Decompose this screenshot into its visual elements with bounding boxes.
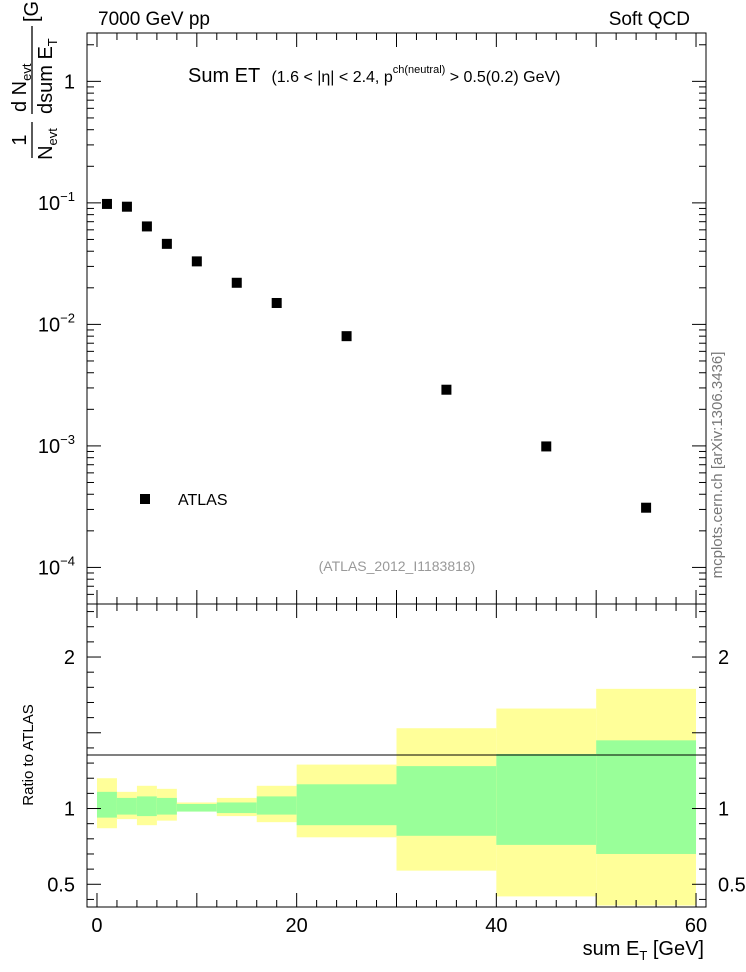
x-tick-label: 40 <box>485 915 507 937</box>
watermark: mcplots.cern.ch [arXiv:1306.3436] <box>709 352 726 579</box>
ratio-bands <box>96 688 697 906</box>
ratio-y-tick-label: 1 <box>64 799 75 821</box>
ratio-y-tick-label: 2 <box>64 647 75 669</box>
data-point <box>191 256 202 267</box>
ratio-y-tick-label-right: 1 <box>718 799 729 821</box>
x-tick-label: 0 <box>91 915 102 937</box>
title-cut-b: > 0.5(0.2) GeV) <box>445 69 560 86</box>
data-point <box>141 221 152 232</box>
main-plot-frame <box>86 32 707 605</box>
main-y-label: 1 Nevt d Nevt dsum ET [GeV-1] <box>9 0 60 160</box>
x-axis-label: sum ET [GeV] <box>583 938 704 963</box>
data-point <box>541 441 552 452</box>
atlas-points <box>101 198 652 513</box>
main-y-axis: 1 10−1 10−2 10−3 10−4 <box>38 44 706 605</box>
x-tick-label: 20 <box>286 915 308 937</box>
header-right: Soft QCD <box>608 9 690 30</box>
svg-text:[GeV-1]: [GeV-1] <box>17 0 43 22</box>
svg-text:Nevt: Nevt <box>35 128 60 160</box>
inner-band-bin <box>136 796 157 817</box>
ratio-x-axis: 0 20 40 60 <box>91 604 707 937</box>
ratio-y-axis: 0.5 0.5 1 1 2 2 <box>47 611 746 900</box>
ratio-y-tick-label-right: 2 <box>718 647 729 669</box>
data-point <box>271 297 282 308</box>
main-y-tick-label: 10−3 <box>38 432 75 458</box>
title-main: Sum ET <box>188 65 260 87</box>
chart-title: Sum ET (1.6 < |η| < 2.4, pch(neutral) > … <box>188 64 560 87</box>
inner-band-bin <box>256 796 297 815</box>
main-y-tick-label: 10−1 <box>38 189 75 215</box>
inner-band-bin <box>176 803 217 812</box>
main-y-tick-label: 10−2 <box>38 310 75 336</box>
legend-label: ATLAS <box>178 492 228 509</box>
data-point <box>641 502 652 513</box>
ratio-y-label: Ratio to ATLAS <box>20 704 37 805</box>
analysis-id: (ATLAS_2012_I1183818) <box>319 558 476 574</box>
ratio-y-tick-label-right: 0.5 <box>718 874 746 896</box>
title-cut-sup: ch(neutral) <box>393 64 446 76</box>
svg-text:1: 1 <box>9 134 31 145</box>
data-point <box>161 238 172 249</box>
data-point <box>231 277 242 288</box>
data-point <box>121 201 132 212</box>
x-tick-label: 60 <box>685 915 707 937</box>
main-y-tick-label: 10−4 <box>38 553 75 579</box>
inner-band-bin <box>96 791 117 818</box>
inner-band-bin <box>296 784 397 826</box>
inner-band-bin <box>116 797 137 815</box>
main-y-tick-label: 1 <box>64 71 75 93</box>
title-cut-a: (1.6 < |η| < 2.4, p <box>271 69 392 86</box>
ratio-panel: 0.5 0.5 1 1 2 2 0 20 40 60 Ratio to ATLAS sum ET… <box>20 603 746 963</box>
data-point <box>341 331 352 342</box>
inner-band-bin <box>156 797 177 815</box>
inner-band-bin <box>496 753 597 845</box>
inner-band-bin <box>396 766 497 836</box>
main-panel: 1 10−1 10−2 10−3 10−4 Sum ET (1.6 < |η| < 2.… <box>9 0 707 605</box>
data-point <box>441 384 452 395</box>
main-x-ticks <box>96 33 697 604</box>
legend-marker <box>140 494 150 504</box>
data-point <box>101 198 112 209</box>
header-left: 7000 GeV pp <box>98 9 210 30</box>
svg-text:dsum ET: dsum ET <box>35 38 60 114</box>
inner-band-bin <box>216 802 257 814</box>
inner-band-bin <box>596 740 697 854</box>
ratio-y-tick-label: 0.5 <box>47 874 75 896</box>
svg-text:d Nevt: d Nevt <box>9 63 34 112</box>
